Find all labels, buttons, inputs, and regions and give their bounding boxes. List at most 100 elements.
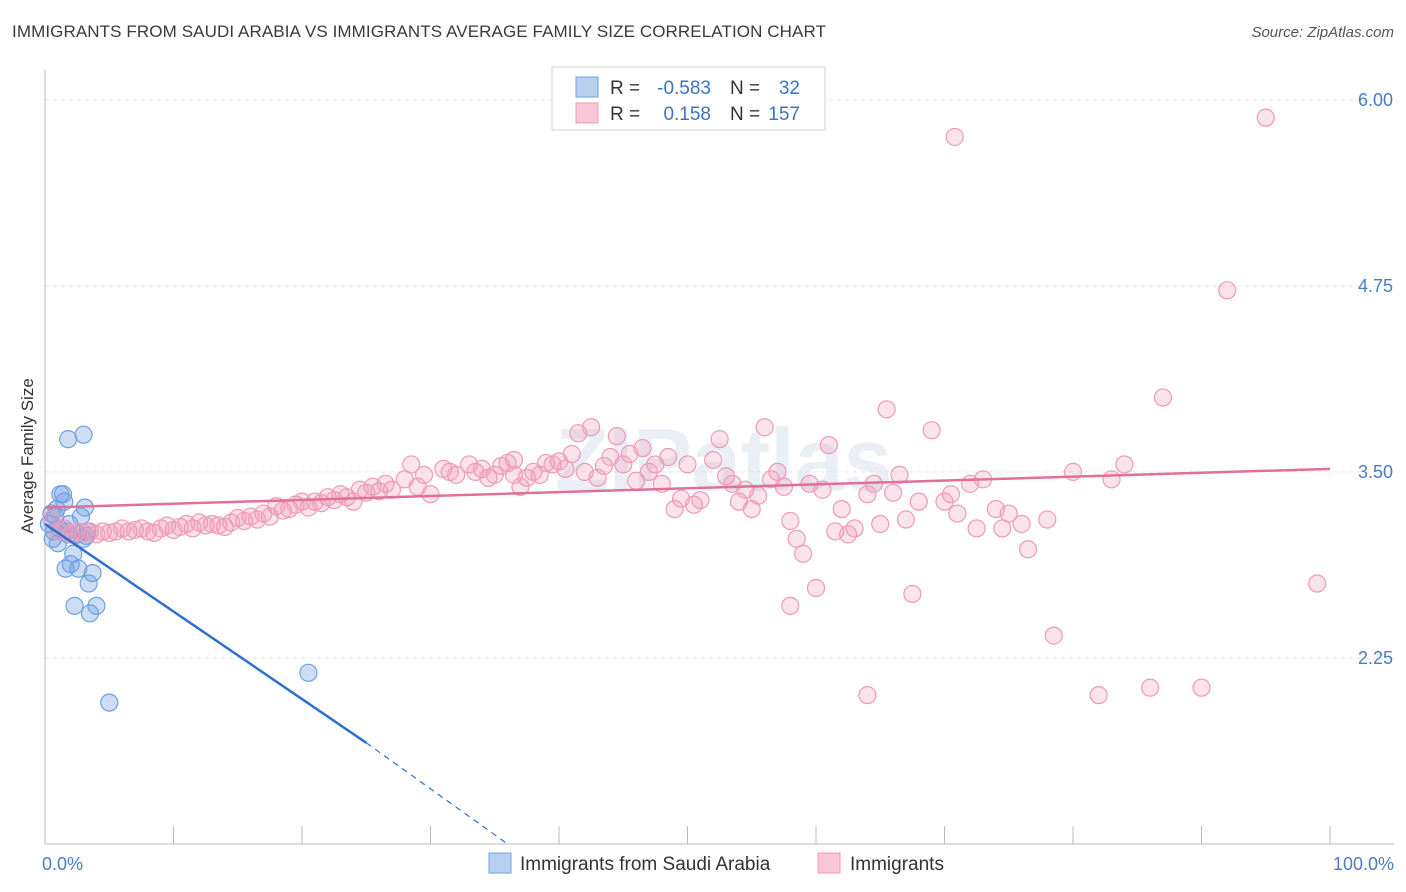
legend-r-value-2: 0.158 [663,104,711,125]
legend-r-label-2: R = [610,104,640,125]
legend-n-label-1: N = [730,78,760,99]
y-tick-label-2: 4.75 [1358,276,1393,296]
point-immigrants-122 [858,485,877,504]
point-immigrants-117 [819,435,838,455]
point-immigrants-151 [1192,678,1211,697]
point-immigrants-78 [562,444,581,464]
point-saudi-arabia-27 [79,574,98,593]
point-immigrants-99 [704,450,723,470]
series-immigrants-points [42,108,1327,705]
legend-n-label-2: N = [730,104,760,125]
point-immigrants-124 [871,514,890,534]
point-immigrants-8 [93,522,112,541]
series-legend: Immigrants from Saudi Arabia Immigrants [488,852,944,875]
point-immigrants-150 [1153,388,1173,407]
point-immigrants-96 [678,455,697,474]
point-immigrants-131 [922,421,941,440]
point-saudi-arabia-29 [83,563,102,583]
bottom-legend-swatch-pink [817,852,841,874]
point-immigrants-128 [896,510,916,529]
point-immigrants-57 [414,465,434,484]
y-tick-label-0: 2.25 [1358,648,1393,668]
y-tick-label-3: 6.00 [1358,90,1393,110]
point-immigrants-101 [716,467,736,486]
point-immigrants-141 [1012,514,1031,534]
point-immigrants-113 [794,544,813,563]
point-immigrants-115 [806,578,826,598]
point-immigrants-129 [903,584,922,604]
legend-n-value-2: 157 [768,104,800,125]
point-immigrants-146 [1089,686,1108,705]
point-immigrants-106 [749,486,768,505]
legend-swatch-blue [575,76,599,98]
point-immigrants-55 [402,455,421,474]
legend-n-value-1: 32 [779,78,800,99]
point-immigrants-24 [196,516,215,535]
point-immigrants-94 [665,499,684,519]
point-immigrants-154 [1308,574,1327,593]
watermark: ZIPatlas [555,410,892,509]
point-immigrants-142 [1018,540,1038,559]
correlation-legend: R = -0.583 N = 32 R = 0.158 N = 157 [551,66,826,131]
point-immigrants-98 [691,491,710,510]
point-immigrants-89 [633,438,652,458]
point-saudi-arabia-31 [100,693,119,712]
legend-swatch-pink [575,102,599,124]
point-immigrants-157 [945,127,964,147]
point-immigrants-119 [832,499,851,519]
point-immigrants-136 [967,519,986,538]
point-immigrants-130 [909,492,928,511]
point-immigrants-132 [935,492,954,511]
legend-r-value-1: -0.583 [657,78,711,99]
point-immigrants-61 [447,465,466,484]
point-immigrants-100 [710,430,729,449]
trend-line-saudi-arabia-extension [365,742,508,845]
point-saudi-arabia-25 [74,425,93,444]
point-immigrants-70 [511,477,530,496]
point-immigrants-4 [68,522,87,541]
point-immigrants-152 [1218,281,1237,300]
x-tick-label-min: 0.0% [42,854,83,874]
point-immigrants-158 [504,450,524,470]
point-saudi-arabia-9 [53,485,73,504]
point-immigrants-126 [883,483,903,502]
point-saudi-arabia-15 [56,559,75,578]
point-immigrants-147 [1102,470,1121,489]
series-saudi-arabia-points [39,425,318,712]
bottom-legend-label-saudi-arabia: Immigrants from Saudi Arabia [520,854,771,875]
point-immigrants-143 [1038,510,1057,529]
point-immigrants-155 [781,596,800,615]
point-saudi-arabia-18 [65,596,84,615]
point-immigrants-149 [1140,678,1160,697]
point-immigrants-93 [659,447,678,467]
point-immigrants-111 [781,511,800,531]
point-immigrants-81 [582,418,601,437]
legend-r-label-1: R = [610,78,640,99]
point-immigrants-133 [941,485,961,504]
point-immigrants-107 [755,418,774,437]
axes [44,70,1394,845]
y-axis-label: Average Family Size [18,378,37,534]
x-tick-label-max: 100.0% [1333,854,1394,874]
point-immigrants-156 [858,686,877,705]
source-credit: Source: ZipAtlas.com [1251,24,1394,41]
trend-line-saudi-arabia [44,522,367,744]
point-immigrants-85 [607,427,626,446]
point-immigrants-134 [948,504,967,523]
bottom-legend-swatch-blue [488,852,512,874]
point-saudi-arabia-16 [59,430,78,449]
point-saudi-arabia-32 [299,663,318,682]
point-saudi-arabia-20 [69,559,88,578]
point-immigrants-153 [1256,108,1275,127]
point-saudi-arabia-30 [87,596,106,615]
trend-line-immigrants [44,467,1331,509]
point-saudi-arabia-28 [80,604,100,623]
point-immigrants-125 [877,400,896,419]
chart-title: IMMIGRANTS FROM SAUDI ARABIA VS IMMIGRAN… [12,22,827,41]
point-immigrants-58 [421,485,440,504]
point-immigrants-66 [485,465,504,484]
point-immigrants-86 [614,455,633,474]
bottom-legend-label-immigrants: Immigrants [850,854,944,875]
y-tick-labels: 2.25 3.50 4.75 6.00 [1358,90,1393,668]
